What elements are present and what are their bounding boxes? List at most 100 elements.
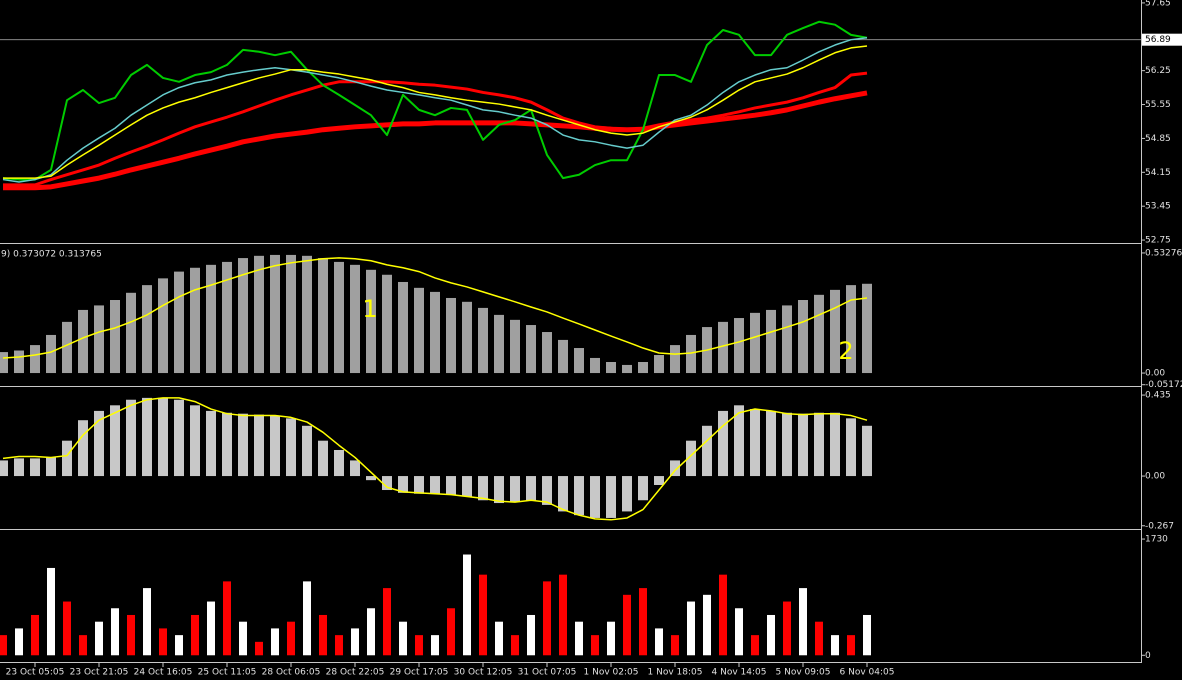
bar xyxy=(286,418,296,477)
bar xyxy=(462,476,472,497)
bar xyxy=(302,425,312,477)
bar xyxy=(751,635,759,656)
bar xyxy=(31,614,39,656)
line xyxy=(3,90,868,191)
bar xyxy=(558,476,568,512)
bar xyxy=(478,476,488,501)
y-tick-label: 54.15 xyxy=(1145,168,1171,178)
bar xyxy=(767,614,775,656)
bar xyxy=(174,399,184,477)
price-label: 56.89 xyxy=(1145,35,1171,45)
bar xyxy=(622,476,632,512)
annotation: 2 xyxy=(838,337,853,365)
bar xyxy=(95,621,103,656)
x-tick-label: 24 Oct 16:05 xyxy=(134,668,193,678)
bar xyxy=(510,319,520,374)
bar xyxy=(686,440,696,477)
x-tick-label: 28 Oct 22:05 xyxy=(326,668,385,678)
bar xyxy=(158,397,168,477)
x-tick-label: 30 Oct 12:05 xyxy=(454,668,513,678)
y-tick-label: 1730 xyxy=(1145,535,1168,545)
bar xyxy=(351,628,359,656)
line xyxy=(2,20,868,181)
bar xyxy=(254,255,264,374)
y-tick-label: 0.00 xyxy=(1145,369,1165,379)
bar xyxy=(430,291,440,374)
bar xyxy=(575,621,583,656)
bar xyxy=(766,309,776,374)
price-box xyxy=(1142,33,1182,46)
bar xyxy=(718,410,728,477)
bar xyxy=(830,412,840,477)
bar xyxy=(126,292,136,374)
bar xyxy=(766,410,776,477)
bar xyxy=(238,413,248,477)
bar xyxy=(607,621,615,656)
bar xyxy=(127,614,135,656)
bar xyxy=(431,635,439,656)
x-tick-label: 1 Nov 02:05 xyxy=(584,668,639,678)
bar xyxy=(222,412,232,477)
bar xyxy=(543,581,551,656)
bar xyxy=(142,397,152,477)
bar xyxy=(30,458,40,477)
line xyxy=(2,37,868,183)
bar xyxy=(399,621,407,656)
bar xyxy=(14,350,24,374)
bar xyxy=(350,264,360,374)
bar xyxy=(78,309,88,374)
bar xyxy=(142,285,152,374)
bar xyxy=(687,601,695,656)
bar xyxy=(494,476,504,504)
x-tick-label: 23 Oct 21:05 xyxy=(70,668,129,678)
bar xyxy=(286,254,296,374)
bar xyxy=(0,635,7,656)
bar xyxy=(398,281,408,374)
bar xyxy=(478,307,488,374)
bar xyxy=(783,601,791,656)
pane-frames xyxy=(0,0,1142,663)
line xyxy=(3,71,868,187)
bar xyxy=(750,312,760,374)
bar xyxy=(62,440,72,477)
x-tick-label: 29 Oct 17:05 xyxy=(390,668,449,678)
bar xyxy=(559,574,567,656)
bar xyxy=(814,412,824,477)
bar xyxy=(526,476,536,501)
bar xyxy=(479,574,487,656)
bar xyxy=(414,476,424,494)
bar xyxy=(110,300,120,374)
bar xyxy=(190,405,200,477)
bar xyxy=(303,581,311,656)
bar xyxy=(30,345,40,374)
bar xyxy=(382,274,392,374)
y-tick-label: 53.45 xyxy=(1145,202,1171,212)
line xyxy=(2,257,868,359)
y-tick-label: 0.435 xyxy=(1145,391,1171,401)
bar xyxy=(335,635,343,656)
bar xyxy=(318,440,328,477)
bar xyxy=(78,420,88,477)
y-tick-label: 0.532768 xyxy=(1145,248,1182,258)
bar xyxy=(238,258,248,374)
y-tick-label: 52.75 xyxy=(1145,236,1171,246)
bar xyxy=(414,287,424,374)
bar xyxy=(686,334,696,374)
bar xyxy=(846,285,856,374)
x-tick-label: 1 Nov 18:05 xyxy=(648,668,703,678)
bar xyxy=(542,332,552,374)
bar xyxy=(510,476,520,503)
bar xyxy=(270,254,280,374)
bar xyxy=(574,348,584,374)
bar xyxy=(606,476,616,518)
bar xyxy=(319,614,327,656)
bar xyxy=(206,410,216,477)
bar xyxy=(15,628,23,656)
bar xyxy=(494,314,504,374)
bar xyxy=(446,297,456,374)
bar xyxy=(222,261,232,374)
line xyxy=(3,45,868,179)
bar xyxy=(191,614,199,656)
bar xyxy=(447,608,455,656)
bar xyxy=(383,588,391,656)
